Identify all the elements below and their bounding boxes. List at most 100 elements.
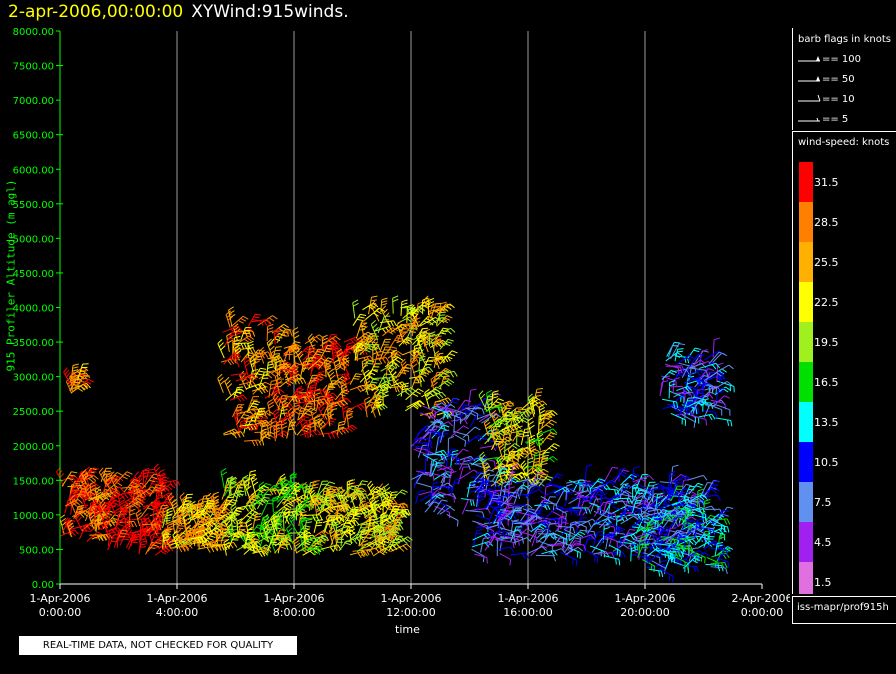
wind-barb	[498, 455, 513, 466]
wind-barb	[472, 472, 488, 483]
wind-barb	[109, 471, 118, 492]
wind-barb	[568, 479, 584, 493]
wind-barb	[339, 519, 353, 533]
wind-barb	[139, 530, 147, 551]
wind-barb	[503, 535, 520, 546]
wind-barb	[166, 507, 173, 524]
wind-barb	[568, 547, 581, 559]
wind-barb	[331, 362, 350, 372]
wind-barb	[642, 544, 663, 551]
wind-barb	[684, 377, 703, 384]
speed-legend: wind-speed: knots 31.5 28.5 25.5 22.5 19.5 16…	[792, 131, 896, 594]
wind-barb	[415, 447, 430, 456]
wind-barb	[590, 498, 602, 512]
wind-barb	[270, 515, 279, 536]
wind-barb	[295, 347, 304, 366]
wind-barb	[698, 505, 716, 512]
wind-barb	[668, 365, 683, 374]
wind-barb	[632, 483, 639, 499]
wind-barb	[202, 504, 215, 521]
wind-barb	[495, 538, 515, 549]
wind-barb	[238, 335, 255, 344]
wind-barb	[584, 464, 593, 482]
wind-barb	[303, 528, 311, 547]
source-label: iss-mapr/prof915h	[792, 596, 896, 624]
wind-barb	[527, 417, 535, 439]
wind-barb	[439, 429, 450, 443]
barb-legend-item: == 5	[798, 114, 848, 125]
wind-barb	[134, 471, 144, 492]
wind-barb	[274, 511, 286, 530]
wind-barb	[414, 438, 433, 445]
wind-barb	[300, 418, 308, 439]
wind-barb	[651, 560, 666, 575]
wind-barb	[525, 485, 542, 497]
wind-barb	[677, 504, 693, 515]
wind-barb	[649, 494, 668, 506]
wind-barb	[574, 521, 587, 534]
wind-barb	[286, 524, 294, 544]
wind-barb	[418, 355, 426, 371]
wind-barb	[228, 478, 238, 498]
wind-barb	[63, 367, 71, 384]
wind-barb	[657, 514, 675, 527]
wind-barb	[520, 428, 531, 446]
wind-barb	[312, 389, 330, 397]
wind-barb	[510, 526, 523, 542]
wind-barb	[631, 466, 640, 482]
wind-barb	[283, 507, 291, 525]
wind-barb	[613, 506, 626, 517]
wind-barb	[418, 428, 436, 443]
wind-barb	[155, 547, 171, 556]
y-tick-label: 3500.00	[13, 338, 54, 349]
wind-barb	[662, 531, 684, 542]
wind-barb	[276, 328, 292, 344]
wind-barb	[577, 480, 591, 494]
wind-barb	[535, 554, 557, 562]
wind-barb	[453, 413, 461, 433]
wind-barb	[292, 327, 300, 349]
barb-sample-icon	[798, 94, 821, 102]
wind-barb	[560, 551, 578, 567]
wind-barb	[446, 514, 459, 527]
wind-barb	[283, 344, 300, 352]
speed-label: 7.5	[814, 496, 832, 509]
wind-barb	[162, 506, 170, 524]
wind-barb	[538, 419, 557, 432]
y-tick-label: 1000.00	[13, 511, 54, 522]
wind-barb	[280, 418, 288, 438]
x-tick-date: 1-Apr-2006	[146, 592, 207, 605]
barb-legend-title: barb flags in knots	[798, 34, 891, 45]
wind-barb	[454, 434, 467, 447]
wind-barb	[542, 443, 560, 455]
wind-barb	[367, 480, 375, 499]
wind-barb	[510, 472, 530, 480]
wind-barb	[678, 538, 697, 546]
wind-barb	[641, 512, 663, 518]
wind-barb	[317, 413, 333, 420]
y-tick-label: 6500.00	[13, 131, 54, 142]
wind-barb	[519, 478, 532, 496]
wind-barb	[499, 553, 512, 566]
wind-barb	[189, 536, 207, 544]
wind-barb	[246, 400, 261, 413]
wind-barb	[712, 352, 728, 363]
y-tick-label: 1500.00	[13, 476, 54, 487]
y-tick-label: 0.00	[32, 580, 54, 591]
wind-barb	[517, 447, 530, 461]
wind-barb	[266, 360, 275, 377]
wind-barb	[325, 493, 343, 500]
wind-barb	[465, 407, 485, 415]
wind-barb	[340, 383, 348, 401]
wind-barb	[245, 519, 253, 540]
wind-barb	[624, 504, 643, 515]
wind-barb	[453, 430, 470, 442]
wind-barb	[433, 499, 448, 513]
wind-barb	[493, 400, 515, 409]
wind-barb	[364, 394, 381, 412]
wind-barb	[172, 530, 180, 549]
wind-barb	[547, 473, 564, 487]
wind-barb	[595, 511, 612, 522]
wind-barb	[251, 497, 269, 507]
wind-barb	[257, 315, 278, 326]
